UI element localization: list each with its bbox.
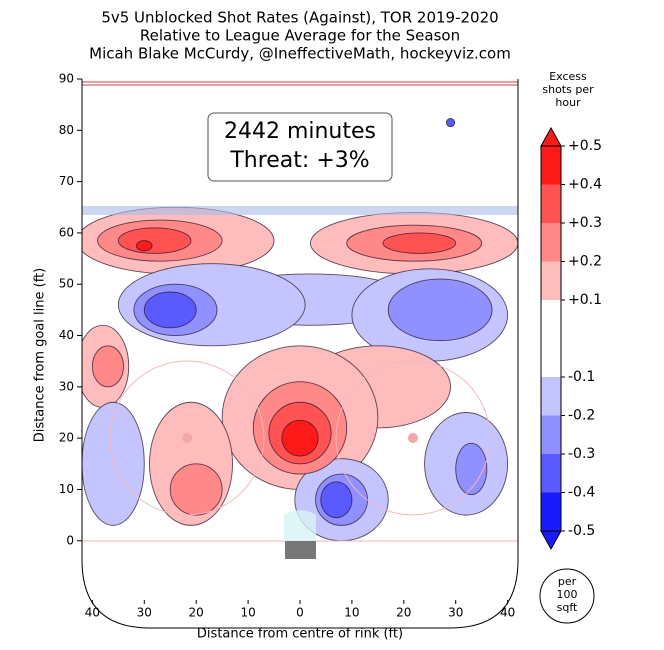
y-tick-label: 0 xyxy=(66,533,74,547)
colorbar-tick-label: +0.3 xyxy=(568,215,602,231)
colorbar-tick-label: -0.4 xyxy=(568,485,595,501)
x-axis-label: Distance from centre of rink (ft) xyxy=(197,627,403,642)
unit-note: per 100 sqft xyxy=(556,575,578,614)
contour-region xyxy=(382,232,457,254)
rink xyxy=(81,79,519,629)
rink-boards xyxy=(81,79,519,629)
annotation-box xyxy=(207,112,393,182)
y-tick-label: 30 xyxy=(59,379,74,393)
x-tick-label: 20 xyxy=(396,606,411,620)
y-tick-label: 50 xyxy=(59,277,74,291)
contour-region xyxy=(320,481,353,519)
colorbar-tick-label: +0.4 xyxy=(568,177,602,193)
colorbar-band xyxy=(541,223,561,262)
colorbar-band xyxy=(541,261,561,300)
y-tick-label: 80 xyxy=(59,123,74,137)
goal xyxy=(285,541,316,559)
faceoff-dot xyxy=(408,433,418,443)
colorbar-tick-label: -0.2 xyxy=(568,408,595,424)
annotation: 2442 minutes xyxy=(224,119,376,144)
contour-region xyxy=(82,401,145,526)
colorbar-band xyxy=(541,454,561,493)
colorbar-tick-label: +0.2 xyxy=(568,254,602,270)
x-tick-label: 20 xyxy=(189,606,204,620)
contour-region xyxy=(455,442,488,496)
unit-circle xyxy=(539,568,595,624)
contour-region xyxy=(387,278,493,342)
colorbar-extend xyxy=(540,126,562,147)
colorbar-tick-label: +0.5 xyxy=(568,138,602,154)
blue-line xyxy=(82,206,518,215)
contour-region xyxy=(143,291,197,329)
contour-region xyxy=(91,345,124,388)
colorbar-band xyxy=(541,300,561,377)
colorbar-band xyxy=(541,146,561,185)
contour-layer xyxy=(82,118,518,542)
x-tick-label: 10 xyxy=(344,606,359,620)
contour-region xyxy=(136,240,153,252)
colorbar-extend xyxy=(540,530,562,551)
y-tick-label: 60 xyxy=(59,225,74,239)
colorbar-band xyxy=(541,415,561,454)
colorbar-tick-label: -0.3 xyxy=(568,446,595,462)
contour-region xyxy=(281,419,319,457)
faceoff-circle xyxy=(109,360,265,516)
colorbar-band xyxy=(541,492,561,531)
contour-region xyxy=(169,463,223,516)
contour-region xyxy=(445,118,456,128)
colorbar-band xyxy=(541,184,561,223)
colorbar-tick-label: +0.1 xyxy=(568,292,602,308)
y-tick-label: 90 xyxy=(59,72,74,86)
y-tick-label: 40 xyxy=(59,328,74,342)
x-tick-label: 0 xyxy=(296,606,304,620)
x-tick-label: 40 xyxy=(85,606,100,620)
colorbar-tick-label: -0.5 xyxy=(568,523,595,539)
x-tick-label: 30 xyxy=(448,606,463,620)
y-tick-label: 10 xyxy=(59,482,74,496)
faceoff-circle xyxy=(335,360,491,516)
colorbar: -0.5 -0.4 -0.3 -0.2 -0.1 +0.1 +0.2 +0.3 +0.4 +0.5 xyxy=(540,126,602,551)
x-tick-label: 30 xyxy=(137,606,152,620)
annotation: Threat: +3% xyxy=(229,148,369,173)
colorbar-band xyxy=(541,377,561,416)
faceoff-dot xyxy=(182,433,192,443)
crease xyxy=(284,510,316,541)
x-tick-label: 40 xyxy=(500,606,515,620)
y-tick-label: 70 xyxy=(59,174,74,188)
colorbar-label-box: Excess shots per hour xyxy=(542,70,594,109)
colorbar-frame xyxy=(540,145,562,532)
chart-subtitle: Relative to League Average for the Seaso… xyxy=(140,27,460,45)
chart-subtitle: Micah Blake McCurdy, @IneffectiveMath, h… xyxy=(89,45,511,63)
x-tick-label: 10 xyxy=(240,606,255,620)
contour-region xyxy=(117,227,192,254)
colorbar-label: Excess shots per hour xyxy=(542,70,594,109)
y-axis-label: Distance from goal line (ft) xyxy=(33,268,48,442)
chart-title: 5v5 Unblocked Shot Rates (Against), TOR … xyxy=(101,9,498,27)
y-tick-label: 20 xyxy=(59,431,74,445)
unit-note-box: per 100 sqft xyxy=(556,575,578,614)
colorbar-tick-label: -0.1 xyxy=(568,369,595,385)
